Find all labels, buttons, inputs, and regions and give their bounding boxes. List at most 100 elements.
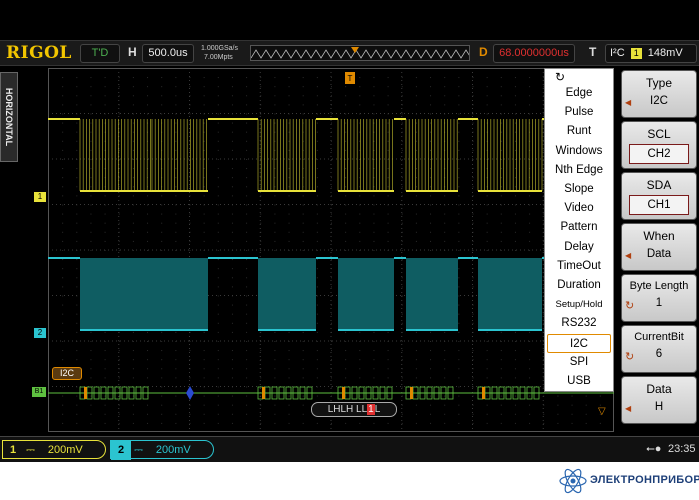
trigger-menu-item-timeout[interactable]: TimeOut — [557, 259, 601, 272]
left-arrow-icon: ◀ — [625, 98, 632, 107]
byte-length-value: 1 — [655, 297, 663, 309]
scl-softkey[interactable]: SCL CH2 — [621, 121, 697, 169]
trigger-menu-item-nth-edge[interactable]: Nth Edge — [555, 163, 603, 176]
dc-coupling-icon: ⎓ — [134, 444, 143, 456]
bus-bit-cell — [519, 386, 526, 400]
memory-depth: 7.00Mpts — [204, 54, 233, 61]
current-bit-title: CurrentBit — [634, 331, 684, 343]
trigger-level: 148mV — [647, 47, 683, 59]
trigger-menu-item-runt[interactable]: Runt — [566, 125, 592, 138]
trigger-menu-item-i2c[interactable]: I2C — [547, 333, 611, 353]
bus-bit-cell — [440, 386, 447, 400]
type-value: I2C — [650, 95, 668, 107]
ch2-number: 2 — [111, 441, 131, 460]
bus-bit-cell — [128, 386, 135, 400]
ch2-scale: 200mV — [155, 444, 191, 456]
when-softkey[interactable]: When ◀ Data — [621, 223, 697, 271]
bus-data-bits: LHLH LL — [327, 404, 368, 415]
bus-ack-cell — [482, 387, 485, 399]
trigger-menu-item-windows[interactable]: Windows — [555, 144, 603, 157]
memory-overview-bar — [250, 45, 470, 61]
type-title: Type — [645, 76, 672, 90]
trigger-menu-item-rs232[interactable]: RS232 — [561, 317, 597, 330]
trigger-menu-item-spi[interactable]: SPI — [569, 355, 589, 368]
bus-bit-cell — [433, 386, 440, 400]
current-bit-softkey[interactable]: CurrentBit ↻ 6 — [621, 325, 697, 373]
bus-ack-cell — [84, 387, 87, 399]
bus-bit-cell — [447, 386, 454, 400]
brand-logo: RIGOL — [6, 43, 72, 63]
bus-bit-cell — [498, 386, 505, 400]
bus-bit-cell — [379, 386, 386, 400]
svg-text:T: T — [348, 74, 353, 83]
bus-bit-cell — [100, 386, 107, 400]
trigger-source: I²C — [610, 47, 625, 59]
trigger-position-marker — [351, 47, 359, 53]
bus-current-bit: 1 — [367, 404, 375, 415]
bus-type-label: I2C — [52, 367, 82, 380]
bus-bit-cell — [491, 386, 498, 400]
trigger-menu-item-slope[interactable]: Slope — [564, 183, 594, 195]
bus-bit-cell — [142, 386, 149, 400]
bus-bit-cell — [419, 386, 426, 400]
data-title: Data — [646, 382, 672, 396]
left-arrow-icon: ◀ — [625, 251, 632, 260]
bus-bit-cell — [533, 386, 540, 400]
trigger-menu-item-duration[interactable]: Duration — [557, 279, 601, 291]
horizontal-tab-label: HORIZONTAL — [4, 87, 14, 147]
bus-bit-cell — [512, 386, 519, 400]
bus-bit-cell — [121, 386, 128, 400]
sda-softkey[interactable]: SDA CH1 — [621, 172, 697, 220]
horizontal-menu-tab[interactable]: HORIZONTAL — [0, 72, 18, 162]
i2c-bus-decode — [48, 386, 614, 400]
trigger-level-arrow-icon: ▽ — [598, 406, 606, 417]
ch2-offset-marker[interactable]: 2 — [34, 328, 46, 338]
bus-bit-cell — [386, 386, 393, 400]
ch2-status[interactable]: 2 ⎓ 200mV — [110, 440, 214, 460]
type-softkey[interactable]: Type ◀ I2C — [621, 70, 697, 118]
trigger-menu-item-pattern[interactable]: Pattern — [560, 221, 598, 234]
trigger-info[interactable]: I²C 1 148mV — [605, 44, 697, 63]
trigger-menu-item-edge[interactable]: Edge — [565, 87, 593, 99]
bus-ack-cell — [342, 387, 345, 399]
when-title: When — [643, 229, 675, 243]
trigger-menu-item-video[interactable]: Video — [564, 202, 594, 215]
trigger-menu-item-usb[interactable]: USB — [567, 375, 591, 387]
sample-rate: 1.000GSa/s — [201, 45, 238, 52]
waveform-area: T — [48, 68, 614, 432]
ch2-waveform — [48, 257, 544, 331]
usb-icon: ⭠● — [646, 443, 662, 455]
trigger-time-marker: T — [345, 72, 355, 84]
softkey-panel: Type ◀ I2C SCL CH2 SDA CH1 When ◀ Data B… — [619, 68, 699, 434]
ch1-status[interactable]: 1 ⎓ 200mV — [2, 440, 106, 459]
data-softkey[interactable]: Data ◀ H — [621, 376, 697, 424]
ch2-clock-burst — [406, 258, 458, 330]
bus-ack-cell — [410, 387, 413, 399]
bus-bit-cell — [505, 386, 512, 400]
sda-title: SDA — [646, 178, 672, 192]
trigger-menu-item-pulse[interactable]: Pulse — [564, 106, 594, 119]
ch2-clock-burst — [258, 258, 316, 330]
timebase-value[interactable]: 500.0us — [142, 44, 194, 63]
menu-back-icon[interactable]: ↻ — [555, 70, 566, 84]
delay-label: D — [479, 45, 488, 59]
bus-bit-cell — [285, 386, 292, 400]
ch1-number: 1 — [9, 444, 17, 456]
bus-bit-cell — [526, 386, 533, 400]
memory-waveform-overview — [251, 47, 469, 59]
bus-offset-marker[interactable]: B1 — [32, 387, 46, 397]
trigger-menu-item-setup-hold[interactable]: Setup/Hold — [555, 299, 603, 311]
trigger-type-menu[interactable]: ↻ Edge Pulse Runt Windows Nth Edge Slope Video… — [544, 68, 614, 392]
bus-start-marker — [186, 386, 194, 400]
run-status-badge[interactable]: T'D — [80, 44, 120, 63]
bus-bit-cell — [372, 386, 379, 400]
trigger-menu-item-delay[interactable]: Delay — [564, 240, 594, 253]
when-value: Data — [646, 248, 672, 260]
current-bit-value: 6 — [655, 348, 663, 360]
delay-value[interactable]: 68.0000000us — [493, 44, 575, 63]
ch1-offset-marker[interactable]: 1 — [34, 192, 46, 202]
bus-bit-cell — [299, 386, 306, 400]
dc-coupling-icon: ⎓ — [26, 444, 35, 456]
byte-length-softkey[interactable]: Byte Length ↻ 1 — [621, 274, 697, 322]
left-arrow-icon: ◀ — [625, 404, 632, 413]
